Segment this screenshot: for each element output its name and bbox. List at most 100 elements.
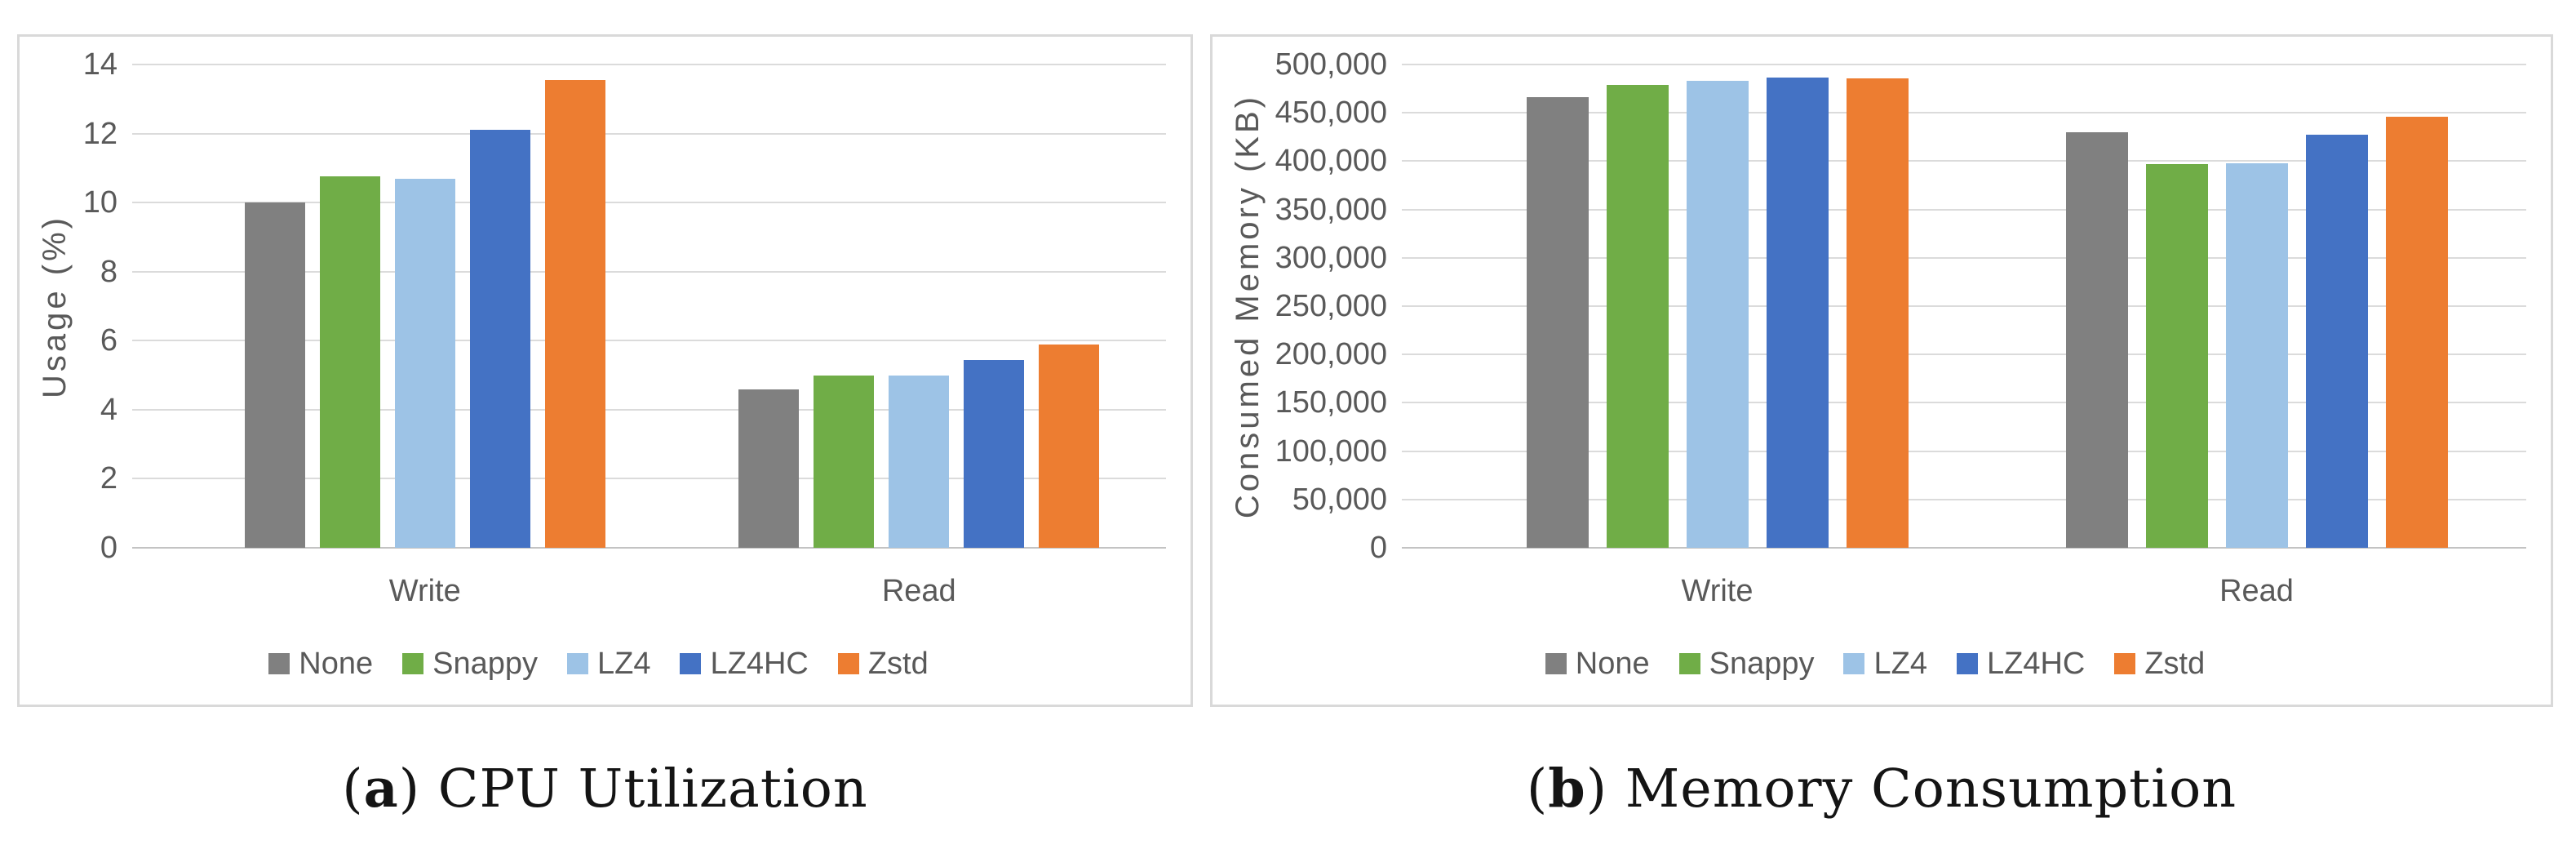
legend-swatch-snappy xyxy=(1678,653,1700,674)
gridline xyxy=(132,202,1166,204)
bar-none-read xyxy=(738,389,800,548)
y-tick-label: 500,000 xyxy=(1275,47,1387,82)
bar-lz4-write xyxy=(394,178,455,548)
bar-lz4hc-read xyxy=(2305,135,2368,548)
legend-item-none: None xyxy=(1545,647,1650,682)
y-tick-label: 4 xyxy=(100,392,117,427)
gridline xyxy=(1402,208,2526,211)
y-tick-label: 300,000 xyxy=(1275,240,1387,275)
y-axis-title: Usage (%) xyxy=(36,214,73,398)
gridline xyxy=(132,478,1166,480)
category-label-read: Read xyxy=(2219,574,2294,608)
gridline xyxy=(1402,498,2526,500)
bar-group-write: Write xyxy=(1526,64,1909,608)
plot-area: Write Read xyxy=(1402,64,2526,608)
gridline xyxy=(1402,160,2526,162)
bar-zstd-read xyxy=(1039,344,1100,548)
gridline xyxy=(1402,256,2526,259)
bar-snappy-read xyxy=(814,375,875,548)
chart-panel-cpu-utilization: Usage (%) 0 2 4 6 8 10 12 14 Write Read None Snappy L… xyxy=(17,34,1193,707)
y-axis-title-container: Usage (%) xyxy=(31,64,78,548)
legend-label-lz4: LZ4 xyxy=(596,646,651,681)
category-label-read: Read xyxy=(881,574,956,608)
bar-none-write xyxy=(1526,97,1589,548)
legend-label-lz4hc: LZ4HC xyxy=(710,646,809,681)
bar-lz4-read xyxy=(889,375,950,548)
legend: None Snappy LZ4 LZ4HC Zstd xyxy=(31,639,1166,688)
legend-swatch-snappy xyxy=(402,653,424,674)
legend-item-zstd: Zstd xyxy=(2114,647,2205,682)
caption-text: Memory Consumption xyxy=(1625,758,2237,820)
legend-item-lz4: LZ4 xyxy=(1843,646,1927,682)
y-tick-label: 100,000 xyxy=(1275,434,1387,469)
plot-zone: Usage (%) 0 2 4 6 8 10 12 14 Write Read xyxy=(31,49,1166,608)
caption-paren-open: ( xyxy=(1526,758,1549,820)
legend-label-none: None xyxy=(1575,646,1650,681)
bar-lz4hc-write xyxy=(1766,78,1829,548)
legend-swatch-lz4hc xyxy=(1956,653,1978,674)
legend-item-lz4hc: LZ4HC xyxy=(1956,647,2085,682)
y-axis-tick-labels: 0 2 4 6 8 10 12 14 xyxy=(78,49,132,563)
chart-content: Consumed Memory (KB) 0 50,000 100,000 150,00… xyxy=(1213,37,2551,705)
legend-swatch-none xyxy=(1545,653,1567,674)
y-tick-label: 350,000 xyxy=(1275,192,1387,227)
y-tick-label: 0 xyxy=(1369,531,1387,565)
gridline xyxy=(1402,402,2526,404)
legend-item-snappy: Snappy xyxy=(402,647,538,682)
y-tick-label: 150,000 xyxy=(1275,385,1387,420)
bar-none-write xyxy=(244,202,305,548)
bar-group-read: Read xyxy=(738,64,1100,608)
bar-zstd-read xyxy=(2385,116,2448,548)
legend-item-lz4hc: LZ4HC xyxy=(680,646,809,682)
bar-lz4hc-read xyxy=(964,359,1025,548)
caption-memory-consumption: (b) Memory Consumption xyxy=(1210,758,2553,820)
captions-row: (a) CPU Utilization (b) Memory Consumpti… xyxy=(17,758,2553,820)
legend-swatch-lz4 xyxy=(566,653,588,674)
bar-zstd-write xyxy=(544,80,605,548)
y-tick-label: 400,000 xyxy=(1275,144,1387,179)
legend-label-snappy: Snappy xyxy=(432,646,538,681)
legend-swatch-lz4hc xyxy=(680,653,702,674)
bar-none-read xyxy=(2065,131,2128,548)
bar-snappy-write xyxy=(1606,84,1669,548)
charts-row: Usage (%) 0 2 4 6 8 10 12 14 Write Read None Snappy L… xyxy=(17,34,2553,707)
y-axis-title-container: Consumed Memory (KB) xyxy=(1224,64,1271,548)
caption-cpu-utilization: (a) CPU Utilization xyxy=(17,758,1193,820)
legend-label-zstd: Zstd xyxy=(867,646,929,681)
bar-group-read: Read xyxy=(2065,64,2448,608)
x-axis-line xyxy=(1402,547,2526,549)
legend-swatch-zstd xyxy=(2114,653,2136,674)
y-tick-label: 0 xyxy=(100,531,117,565)
gridline xyxy=(1402,305,2526,307)
plot-zone: Consumed Memory (KB) 0 50,000 100,000 150,00… xyxy=(1224,49,2526,608)
legend: None Snappy LZ4 LZ4HC Zstd xyxy=(1224,639,2526,688)
legend-swatch-lz4 xyxy=(1843,653,1865,674)
y-tick-label: 8 xyxy=(100,254,117,289)
legend-label-lz4: LZ4 xyxy=(1873,646,1927,681)
caption-letter: a xyxy=(363,758,399,820)
gridline xyxy=(132,340,1166,342)
gridline xyxy=(132,64,1166,65)
gridline xyxy=(132,132,1166,135)
y-tick-label: 6 xyxy=(100,323,117,358)
gridline xyxy=(1402,450,2526,452)
caption-paren-close: ) xyxy=(398,758,421,820)
legend-label-none: None xyxy=(299,646,374,681)
category-label-write: Write xyxy=(1681,574,1754,608)
y-tick-label: 12 xyxy=(82,116,117,151)
y-tick-label: 50,000 xyxy=(1292,482,1387,517)
y-tick-label: 250,000 xyxy=(1275,289,1387,323)
legend-item-zstd: Zstd xyxy=(837,646,929,682)
caption-paren-open: ( xyxy=(342,758,364,820)
y-tick-label: 10 xyxy=(82,185,117,220)
legend-swatch-none xyxy=(268,653,290,674)
gridline xyxy=(1402,64,2526,65)
legend-item-none: None xyxy=(268,647,373,682)
legend-swatch-zstd xyxy=(837,653,859,674)
bar-lz4-write xyxy=(1686,81,1749,548)
bar-group-write: Write xyxy=(244,64,605,608)
bar-lz4-read xyxy=(2225,163,2288,548)
bars-row: Write Read xyxy=(1448,64,2526,608)
legend-item-lz4: LZ4 xyxy=(566,646,651,682)
